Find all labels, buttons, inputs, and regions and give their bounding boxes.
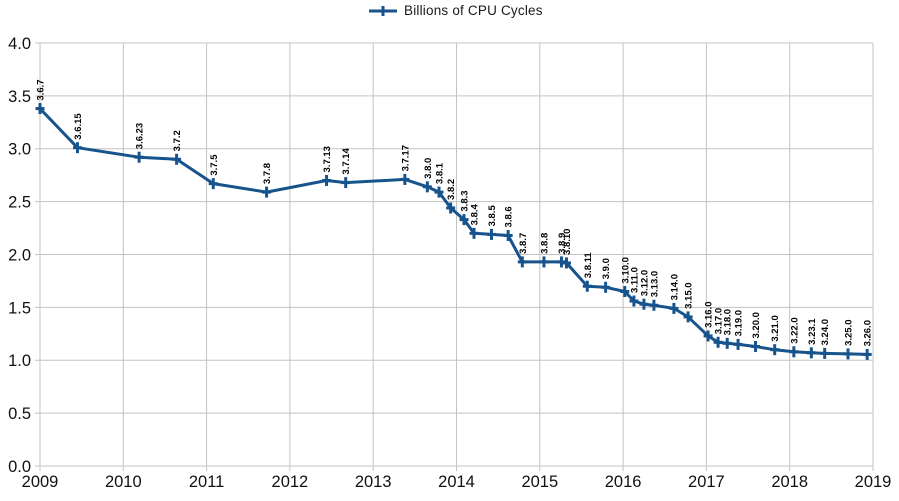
point-label: 3.26.0 [863, 320, 874, 346]
point-label: 3.8.6 [504, 206, 515, 227]
chart-legend: Billions of CPU Cycles [368, 3, 543, 18]
point-label: 3.24.0 [820, 319, 831, 345]
point-label: 3.25.0 [844, 319, 855, 345]
point-label: 3.8.8 [539, 233, 550, 254]
point-label: 3.22.0 [789, 317, 800, 343]
point-label: 3.8.2 [446, 179, 457, 200]
point-label: 3.8.11 [583, 252, 594, 279]
point-label: 3.7.13 [322, 146, 333, 172]
x-axis-label: 2010 [105, 473, 142, 491]
point-label: 3.9.0 [601, 258, 612, 279]
y-axis-label: 0.0 [8, 458, 31, 476]
point-label: 3.8.9 [557, 233, 568, 254]
x-axis-label: 2015 [521, 473, 558, 491]
point-label: 3.8.10 [562, 229, 573, 255]
point-label: 3.18.0 [723, 309, 734, 335]
point-label: 3.7.8 [262, 163, 273, 184]
y-axis-label: 2.5 [8, 194, 31, 212]
point-label: 3.8.3 [459, 190, 470, 211]
point-label: 3.17.0 [714, 308, 725, 334]
point-label: 3.8.4 [469, 204, 480, 226]
legend-label: Billions of CPU Cycles [404, 3, 543, 18]
x-axis-label: 2011 [189, 473, 224, 491]
y-axis-label: 1.0 [8, 352, 31, 370]
y-axis-label: 1.5 [8, 299, 31, 317]
point-label: 3.14.0 [669, 274, 680, 300]
point-label: 3.8.1 [435, 162, 446, 184]
x-axis-label: 2019 [855, 473, 892, 491]
x-axis-label: 2014 [438, 473, 475, 491]
point-label: 3.16.0 [704, 302, 715, 328]
point-label: 3.10.0 [620, 257, 631, 283]
y-axis-label: 3.5 [8, 88, 31, 106]
point-label: 3.20.0 [751, 312, 762, 338]
y-axis-label: 4.0 [8, 35, 31, 53]
point-label: 3.11.0 [629, 267, 640, 293]
legend-line-marker-icon [369, 5, 397, 16]
x-axis-label: 2018 [771, 473, 808, 491]
point-label: 3.23.1 [807, 318, 818, 345]
point-label: 3.15.0 [684, 282, 695, 308]
y-axis-label: 0.5 [8, 405, 31, 423]
point-label: 3.8.5 [487, 205, 498, 227]
point-label: 3.13.0 [649, 271, 660, 297]
point-label: 3.7.2 [172, 130, 183, 151]
point-label: 3.6.23 [135, 123, 146, 149]
x-axis-label: 2012 [272, 473, 309, 491]
point-label: 3.8.7 [518, 233, 529, 254]
point-label: 3.6.7 [36, 79, 47, 100]
y-axis-label: 2.0 [8, 246, 31, 264]
x-axis-label: 2009 [22, 473, 59, 491]
point-label: 3.7.17 [400, 145, 411, 171]
point-label: 3.8.0 [423, 158, 434, 179]
point-label: 3.7.14 [341, 147, 352, 174]
point-label: 3.19.0 [734, 310, 745, 336]
point-label: 3.12.0 [639, 270, 650, 296]
x-axis-label: 2017 [688, 473, 725, 491]
point-label: 3.7.5 [209, 154, 220, 176]
x-axis-label: 2016 [605, 473, 642, 491]
point-label: 3.6.15 [73, 113, 84, 140]
y-axis-label: 3.0 [8, 141, 31, 159]
point-label: 3.21.0 [770, 315, 781, 341]
x-axis-label: 2013 [355, 473, 392, 491]
